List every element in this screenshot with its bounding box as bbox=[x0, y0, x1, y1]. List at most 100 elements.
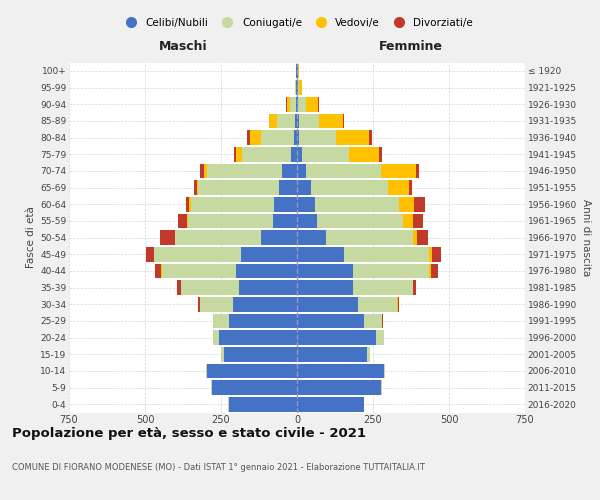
Bar bbox=[416, 164, 419, 178]
Bar bbox=[200, 297, 233, 312]
Bar bbox=[287, 97, 290, 112]
Bar bbox=[294, 130, 297, 145]
Bar bbox=[297, 314, 364, 328]
Y-axis label: Anni di nascita: Anni di nascita bbox=[581, 199, 591, 276]
Bar bbox=[297, 214, 317, 228]
Bar bbox=[315, 197, 399, 212]
Bar bbox=[370, 130, 373, 145]
Bar bbox=[380, 380, 382, 395]
Bar bbox=[297, 297, 358, 312]
Bar bbox=[298, 64, 299, 78]
Bar bbox=[291, 147, 297, 162]
Bar bbox=[399, 197, 414, 212]
Bar bbox=[367, 347, 370, 362]
Bar bbox=[177, 280, 181, 295]
Bar bbox=[175, 230, 260, 245]
Bar bbox=[297, 280, 353, 295]
Bar bbox=[146, 247, 154, 262]
Bar bbox=[206, 364, 208, 378]
Bar bbox=[297, 364, 383, 378]
Text: Femmine: Femmine bbox=[379, 40, 443, 52]
Bar bbox=[279, 180, 297, 195]
Bar bbox=[429, 247, 432, 262]
Bar bbox=[358, 297, 397, 312]
Bar bbox=[383, 364, 385, 378]
Bar bbox=[212, 380, 297, 395]
Text: Popolazione per età, sesso e stato civile - 2021: Popolazione per età, sesso e stato civil… bbox=[12, 428, 366, 440]
Bar bbox=[155, 264, 161, 278]
Bar bbox=[224, 347, 297, 362]
Bar bbox=[299, 80, 302, 95]
Bar bbox=[311, 180, 388, 195]
Bar bbox=[236, 264, 297, 278]
Bar bbox=[250, 130, 260, 145]
Bar bbox=[297, 130, 299, 145]
Bar bbox=[198, 297, 200, 312]
Bar bbox=[181, 280, 239, 295]
Bar bbox=[187, 214, 188, 228]
Bar bbox=[397, 297, 398, 312]
Bar bbox=[242, 147, 291, 162]
Bar bbox=[229, 397, 297, 411]
Bar bbox=[204, 164, 208, 178]
Bar bbox=[297, 64, 298, 78]
Bar bbox=[236, 147, 242, 162]
Bar bbox=[228, 397, 229, 411]
Bar bbox=[297, 97, 298, 112]
Y-axis label: Fasce di età: Fasce di età bbox=[26, 206, 36, 268]
Bar bbox=[208, 164, 282, 178]
Bar bbox=[160, 230, 175, 245]
Bar bbox=[353, 264, 429, 278]
Bar bbox=[336, 130, 370, 145]
Bar bbox=[296, 80, 297, 95]
Bar bbox=[211, 380, 212, 395]
Bar bbox=[403, 214, 413, 228]
Text: COMUNE DI FIORANO MODENESE (MO) - Dati ISTAT 1° gennaio 2021 - Elaborazione TUTT: COMUNE DI FIORANO MODENESE (MO) - Dati I… bbox=[12, 462, 425, 471]
Bar bbox=[233, 297, 297, 312]
Bar bbox=[413, 230, 417, 245]
Bar bbox=[154, 247, 241, 262]
Bar bbox=[317, 214, 403, 228]
Bar bbox=[190, 197, 191, 212]
Bar bbox=[413, 280, 416, 295]
Bar bbox=[343, 114, 344, 128]
Bar bbox=[318, 97, 319, 112]
Bar bbox=[295, 114, 297, 128]
Bar bbox=[353, 280, 413, 295]
Bar bbox=[380, 164, 416, 178]
Bar bbox=[388, 180, 409, 195]
Bar bbox=[260, 130, 294, 145]
Bar bbox=[213, 314, 214, 328]
Bar bbox=[379, 147, 382, 162]
Bar bbox=[295, 80, 296, 95]
Bar bbox=[220, 330, 297, 345]
Bar bbox=[296, 97, 297, 112]
Bar bbox=[297, 180, 311, 195]
Bar bbox=[178, 214, 187, 228]
Bar bbox=[297, 114, 299, 128]
Bar bbox=[298, 97, 306, 112]
Bar bbox=[297, 230, 326, 245]
Bar bbox=[297, 380, 380, 395]
Bar bbox=[214, 314, 229, 328]
Bar bbox=[208, 364, 297, 378]
Bar bbox=[413, 214, 423, 228]
Bar bbox=[247, 130, 250, 145]
Bar bbox=[409, 180, 412, 195]
Bar bbox=[364, 314, 382, 328]
Bar bbox=[197, 180, 198, 195]
Bar bbox=[344, 247, 429, 262]
Bar bbox=[299, 114, 319, 128]
Bar bbox=[297, 264, 353, 278]
Bar bbox=[326, 230, 413, 245]
Bar bbox=[260, 230, 297, 245]
Bar bbox=[297, 164, 306, 178]
Bar bbox=[194, 180, 197, 195]
Bar bbox=[297, 197, 315, 212]
Bar bbox=[349, 147, 379, 162]
Bar bbox=[302, 147, 349, 162]
Bar bbox=[191, 197, 274, 212]
Bar bbox=[274, 197, 297, 212]
Bar bbox=[162, 264, 236, 278]
Bar bbox=[306, 97, 318, 112]
